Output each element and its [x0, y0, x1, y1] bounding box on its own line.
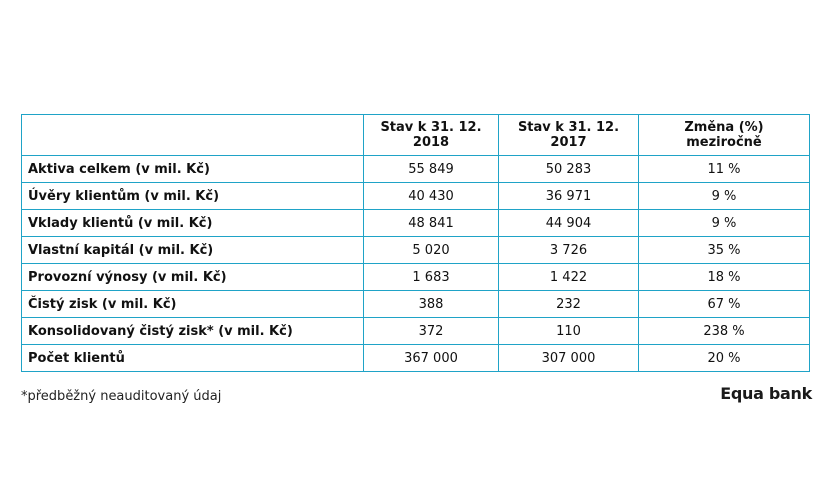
value-change: 20 % [638, 344, 810, 372]
table-row: Čistý zisk (v mil. Kč) 388 232 67 % [21, 290, 810, 318]
row-label: Vlastní kapitál (v mil. Kč) [21, 236, 364, 264]
value-change: 9 % [638, 209, 810, 237]
table-row: Vklady klientů (v mil. Kč) 48 841 44 904… [21, 209, 810, 237]
row-label: Vklady klientů (v mil. Kč) [21, 209, 364, 237]
footnote: *předběžný neauditovaný údaj [21, 389, 222, 404]
row-label: Počet klientů [21, 344, 364, 372]
value-2018: 5 020 [363, 236, 499, 264]
value-2017: 3 726 [498, 236, 639, 264]
value-2017: 44 904 [498, 209, 639, 237]
value-2017: 36 971 [498, 182, 639, 210]
row-label: Úvěry klientům (v mil. Kč) [21, 182, 364, 210]
header-change: Změna (%) meziročně [638, 114, 810, 156]
table-row: Vlastní kapitál (v mil. Kč) 5 020 3 726 … [21, 236, 810, 264]
row-label: Konsolidovaný čistý zisk* (v mil. Kč) [21, 317, 364, 345]
value-2017: 50 283 [498, 155, 639, 183]
equa-bank-logo: Equa bank [720, 384, 812, 403]
header-2017: Stav k 31. 12. 2017 [498, 114, 639, 156]
financial-results-table: Stav k 31. 12. 2018 Stav k 31. 12. 2017 … [21, 114, 810, 372]
table-row: Úvěry klientům (v mil. Kč) 40 430 36 971… [21, 182, 810, 210]
value-2018: 372 [363, 317, 499, 345]
header-empty [21, 114, 364, 156]
value-2018: 55 849 [363, 155, 499, 183]
value-2018: 388 [363, 290, 499, 318]
value-change: 9 % [638, 182, 810, 210]
value-change: 11 % [638, 155, 810, 183]
table-row: Počet klientů 367 000 307 000 20 % [21, 344, 810, 372]
value-change: 18 % [638, 263, 810, 291]
value-change: 35 % [638, 236, 810, 264]
row-label: Provozní výnosy (v mil. Kč) [21, 263, 364, 291]
table-row: Konsolidovaný čistý zisk* (v mil. Kč) 37… [21, 317, 810, 345]
table-row: Aktiva celkem (v mil. Kč) 55 849 50 283 … [21, 155, 810, 183]
value-2018: 367 000 [363, 344, 499, 372]
table-row: Provozní výnosy (v mil. Kč) 1 683 1 422 … [21, 263, 810, 291]
value-2017: 307 000 [498, 344, 639, 372]
row-label: Čistý zisk (v mil. Kč) [21, 290, 364, 318]
value-2017: 1 422 [498, 263, 639, 291]
value-2017: 110 [498, 317, 639, 345]
value-change: 238 % [638, 317, 810, 345]
value-2018: 40 430 [363, 182, 499, 210]
value-2018: 1 683 [363, 263, 499, 291]
value-2018: 48 841 [363, 209, 499, 237]
header-2018: Stav k 31. 12. 2018 [363, 114, 499, 156]
value-2017: 232 [498, 290, 639, 318]
table-header-row: Stav k 31. 12. 2018 Stav k 31. 12. 2017 … [21, 114, 810, 156]
row-label: Aktiva celkem (v mil. Kč) [21, 155, 364, 183]
value-change: 67 % [638, 290, 810, 318]
